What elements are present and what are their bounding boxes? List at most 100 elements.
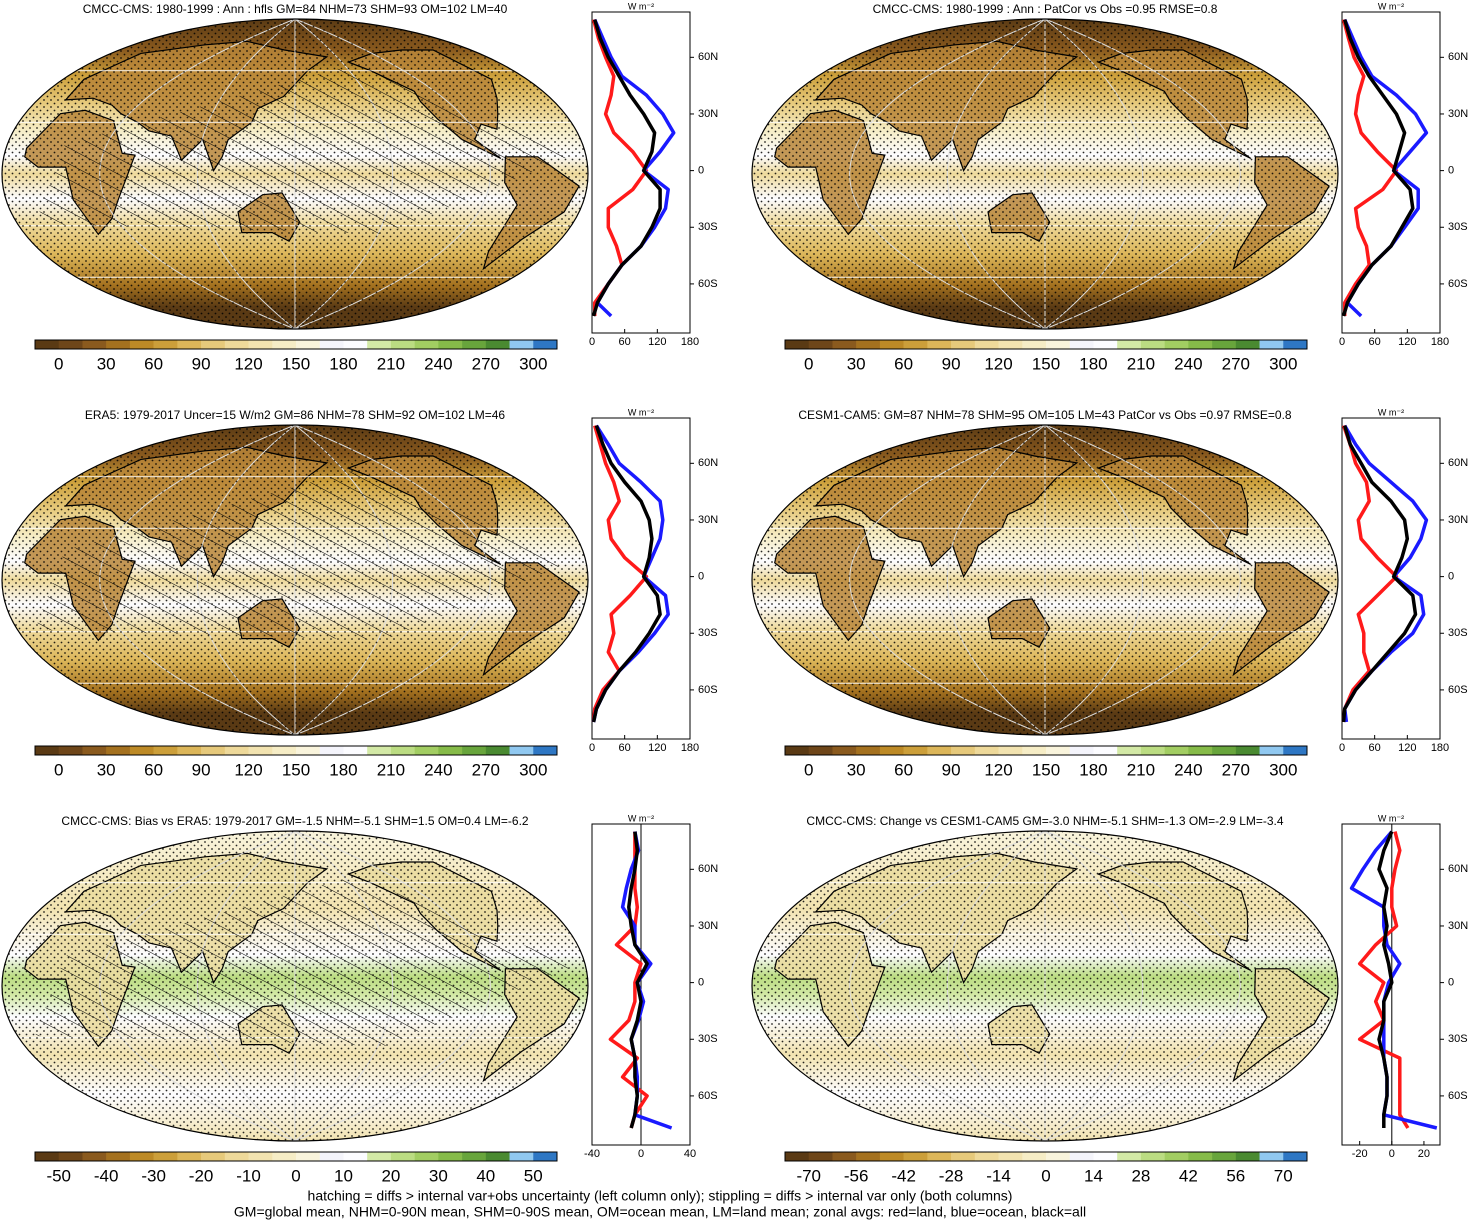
colorbar-swatch <box>808 1152 833 1161</box>
colorbar-swatch <box>974 746 999 755</box>
zonal-line <box>608 831 649 1129</box>
colorbar-swatch <box>58 1152 83 1161</box>
colorbar-tick-label: -50 <box>46 1166 71 1185</box>
x-tick-label: 180 <box>1431 336 1449 348</box>
hatching <box>35 876 575 1046</box>
stippling <box>752 19 1338 329</box>
colorbar-swatch <box>319 746 344 755</box>
colorbar-swatch <box>438 1152 463 1161</box>
colorbar-tick-label: 60 <box>894 354 913 373</box>
colorbar-frame <box>34 1151 558 1162</box>
zonal-line <box>627 831 649 1129</box>
y-tick-label: 0 <box>698 977 704 989</box>
unit-label: W m⁻² <box>1378 813 1404 823</box>
y-tick-label: 30N <box>698 108 718 120</box>
colorbar-frame <box>34 339 558 350</box>
panel-title: CESM1-CAM5: GM=87 NHM=78 SHM=95 OM=105 L… <box>798 408 1292 422</box>
colorbar-swatch <box>1235 340 1260 349</box>
colorbar-swatch <box>856 340 881 349</box>
colorbar-tick-label: 120 <box>234 760 262 779</box>
colorbar-swatch <box>998 340 1023 349</box>
colorbar-tick-label: 10 <box>334 1166 353 1185</box>
colorbar-swatch <box>832 746 857 755</box>
x-tick-label: 60 <box>1369 336 1381 348</box>
y-tick-label: 60N <box>1448 863 1468 875</box>
map <box>752 831 1338 1141</box>
colorbar-swatch <box>1022 1152 1047 1161</box>
unit-label: W m⁻² <box>1378 1 1404 11</box>
footer-line: hatching = diffs > internal var+obs unce… <box>308 1188 1013 1204</box>
colorbar-tick-label: 30 <box>97 354 116 373</box>
map-border <box>1 830 589 1142</box>
x-tick-label: 180 <box>681 336 699 348</box>
colorbar-swatch <box>998 1152 1023 1161</box>
colorbar-tick-label: 150 <box>282 354 310 373</box>
colorbar-swatch <box>509 746 534 755</box>
colorbar-swatch <box>785 340 810 349</box>
colorbar-tick-label: 90 <box>192 354 211 373</box>
map <box>752 425 1338 735</box>
colorbar-swatch <box>82 340 107 349</box>
x-tick-label: 60 <box>1369 742 1381 754</box>
colorbar-swatch <box>390 1152 415 1161</box>
colorbar-swatch <box>1212 1152 1237 1161</box>
x-tick-label: 180 <box>1431 742 1449 754</box>
x-tick-label: 120 <box>1398 336 1416 348</box>
colorbar-swatch <box>1022 746 1047 755</box>
colorbar-swatch <box>1164 340 1189 349</box>
colorbar-swatch <box>485 340 510 349</box>
x-tick-label: 0 <box>589 742 595 754</box>
zonal-line <box>1341 425 1418 723</box>
colorbar-swatch <box>927 746 952 755</box>
colorbar-tick-label: 40 <box>476 1166 495 1185</box>
colorbar-tick-label: 120 <box>984 760 1012 779</box>
footer-line: GM=global mean, NHM=0-90N mean, SHM=0-90… <box>234 1204 1086 1220</box>
colorbar-swatch <box>509 1152 534 1161</box>
colorbar-swatch <box>106 340 131 349</box>
colorbar-swatch <box>533 1152 558 1161</box>
colorbar-swatch <box>879 746 904 755</box>
colorbar-tick-label: 90 <box>192 760 211 779</box>
colorbar-swatch <box>1093 340 1118 349</box>
colorbar-tick-label: 0 <box>804 354 813 373</box>
colorbar-tick-label: 0 <box>804 760 813 779</box>
colorbar-swatch <box>832 1152 857 1161</box>
colorbar-swatch <box>1117 340 1142 349</box>
colorbar-swatch <box>974 340 999 349</box>
colorbar-swatch <box>485 746 510 755</box>
colorbar-tick-label: 28 <box>1131 1166 1150 1185</box>
colorbar-swatch <box>438 746 463 755</box>
unit-label: W m⁻² <box>628 813 654 823</box>
panel-title: ERA5: 1979-2017 Uncer=15 W/m2 GM=86 NHM=… <box>85 408 506 422</box>
colorbar-tick-label: 300 <box>1269 354 1297 373</box>
colorbar-swatch <box>224 340 249 349</box>
colorbar-tick-label: 270 <box>1222 760 1250 779</box>
y-tick-label: 30N <box>698 514 718 526</box>
colorbar-swatch <box>35 746 60 755</box>
colorbar-tick-label: 30 <box>847 760 866 779</box>
panel-title: CMCC-CMS: 1980-1999 : Ann : hfls GM=84 N… <box>83 2 508 16</box>
colorbar-tick-label: -20 <box>189 1166 214 1185</box>
colorbar-swatch <box>1117 1152 1142 1161</box>
colorbar-frame <box>784 1151 1308 1162</box>
colorbar-tick-label: 210 <box>377 354 405 373</box>
colorbar-swatch <box>272 746 297 755</box>
colorbar-swatch <box>35 340 60 349</box>
colorbar-swatch <box>177 340 202 349</box>
colorbar-swatch <box>974 1152 999 1161</box>
colorbar-tick-label: 14 <box>1084 1166 1103 1185</box>
colorbar-swatch <box>903 746 928 755</box>
colorbar-swatch <box>1140 1152 1165 1161</box>
hatching <box>35 470 575 640</box>
colorbar-swatch <box>1188 746 1213 755</box>
colorbar-tick-label: 270 <box>1222 354 1250 373</box>
colorbar-tick-label: -14 <box>986 1166 1011 1185</box>
colorbar-tick-label: 240 <box>424 354 452 373</box>
colorbar-tick-label: 20 <box>381 1166 400 1185</box>
colorbar-swatch <box>1140 746 1165 755</box>
y-tick-label: 60N <box>1448 51 1468 63</box>
colorbar-swatch <box>58 746 83 755</box>
colorbar-tick-label: 30 <box>97 760 116 779</box>
colorbar-tick-label: 0 <box>291 1166 300 1185</box>
colorbar-tick-label: 42 <box>1179 1166 1198 1185</box>
